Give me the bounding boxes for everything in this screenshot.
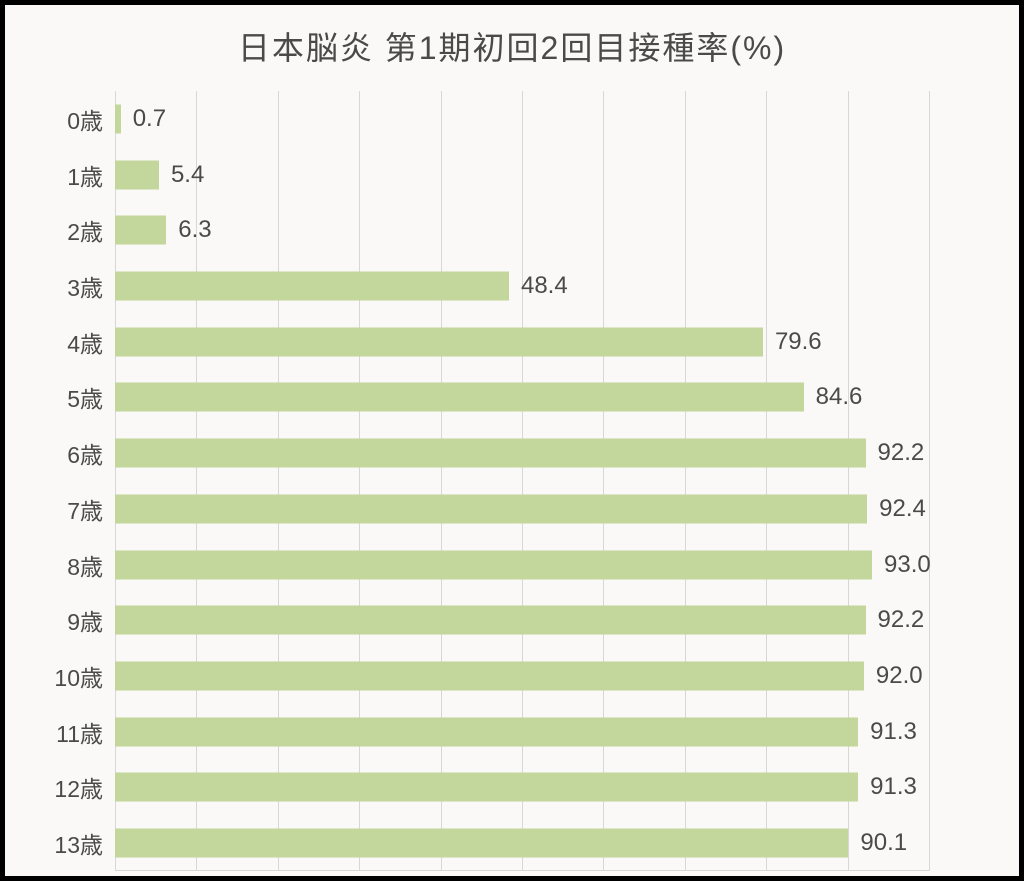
value-label: 91.3 <box>858 718 917 746</box>
category-label: 7歳 <box>35 492 115 526</box>
bar <box>115 550 872 579</box>
bar-track: 91.3 <box>115 704 929 760</box>
bar <box>115 661 864 690</box>
bar-row: 4歳 79.6 <box>35 314 989 370</box>
category-label: 1歳 <box>35 158 115 192</box>
bar-row: 9歳 92.2 <box>35 592 989 648</box>
category-label: 3歳 <box>35 269 115 303</box>
category-label: 4歳 <box>35 325 115 359</box>
bar-row: 11歳 91.3 <box>35 704 989 760</box>
bar-row: 12歳 91.3 <box>35 760 989 816</box>
category-label: 11歳 <box>35 715 115 749</box>
value-label: 92.2 <box>866 606 925 634</box>
bar-track: 93.0 <box>115 537 929 593</box>
value-label: 92.2 <box>866 439 925 467</box>
bar-track: 92.2 <box>115 592 929 648</box>
value-label: 84.6 <box>804 383 863 411</box>
bar-track: 92.2 <box>115 425 929 481</box>
category-label: 8歳 <box>35 548 115 582</box>
bar-track: 48.4 <box>115 258 929 314</box>
bar-track: 92.0 <box>115 648 929 704</box>
bar <box>115 494 867 523</box>
category-label: 6歳 <box>35 436 115 470</box>
bar-row: 3歳 48.4 <box>35 258 989 314</box>
category-label: 5歳 <box>35 380 115 414</box>
bar-track: 6.3 <box>115 202 929 258</box>
bar <box>115 829 848 858</box>
value-label: 92.0 <box>864 662 923 690</box>
value-label: 48.4 <box>509 272 568 300</box>
bar-track: 92.4 <box>115 481 929 537</box>
value-label: 5.4 <box>159 161 204 189</box>
category-label: 12歳 <box>35 770 115 804</box>
bar-row: 8歳 93.0 <box>35 537 989 593</box>
bar <box>115 216 166 245</box>
bar <box>115 439 866 468</box>
bar <box>115 606 866 635</box>
plot: 0歳0.71歳5.42歳6.33歳48.44歳79.65歳84.66歳92.27… <box>35 91 989 871</box>
x-axis-baseline <box>115 870 929 871</box>
category-label: 2歳 <box>35 213 115 247</box>
bar-row: 2歳 6.3 <box>35 202 989 258</box>
category-label: 0歳 <box>35 102 115 136</box>
bar-track: 90.1 <box>115 815 929 871</box>
value-label: 90.1 <box>848 829 907 857</box>
bar-track: 79.6 <box>115 314 929 370</box>
bar <box>115 383 804 412</box>
bar-row: 10歳 92.0 <box>35 648 989 704</box>
bar-row: 6歳 92.2 <box>35 425 989 481</box>
bar-track: 91.3 <box>115 760 929 816</box>
bar-track: 84.6 <box>115 370 929 426</box>
value-label: 91.3 <box>858 773 917 801</box>
bar-row: 13歳 90.1 <box>35 815 989 871</box>
value-label: 92.4 <box>867 495 926 523</box>
bar <box>115 773 858 802</box>
value-label: 79.6 <box>763 328 822 356</box>
bar <box>115 327 763 356</box>
value-label: 6.3 <box>166 216 211 244</box>
category-label: 9歳 <box>35 603 115 637</box>
bar <box>115 160 159 189</box>
bar-row: 5歳 84.6 <box>35 370 989 426</box>
value-label: 93.0 <box>872 551 931 579</box>
category-label: 13歳 <box>35 826 115 860</box>
bar-row: 0歳0.7 <box>35 91 989 147</box>
bar <box>115 717 858 746</box>
bar-row: 7歳 92.4 <box>35 481 989 537</box>
value-label: 0.7 <box>121 105 166 133</box>
bar-track: 5.4 <box>115 147 929 203</box>
bar <box>115 271 509 300</box>
bar-track: 0.7 <box>115 91 929 147</box>
category-label: 10歳 <box>35 659 115 693</box>
chart-frame: 日本脳炎 第1期初回2回目接種率(%) 0歳0.71歳5.42歳6.33歳48.… <box>0 0 1024 881</box>
chart-title: 日本脳炎 第1期初回2回目接種率(%) <box>35 23 989 69</box>
bar-row: 1歳 5.4 <box>35 147 989 203</box>
